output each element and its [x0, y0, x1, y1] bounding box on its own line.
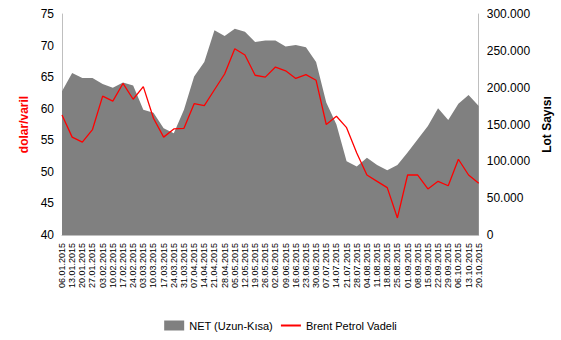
- svg-text:10.02.2015: 10.02.2015: [108, 243, 118, 288]
- svg-text:18.08.2015: 18.08.2015: [382, 243, 392, 288]
- svg-text:08.09.2015: 08.09.2015: [413, 243, 423, 288]
- svg-text:05.05.2015: 05.05.2015: [230, 243, 240, 288]
- svg-text:dolar/varil: dolar/varil: [17, 96, 31, 153]
- svg-text:25.08.2015: 25.08.2015: [392, 243, 402, 288]
- svg-text:20.01.2015: 20.01.2015: [77, 243, 87, 288]
- svg-text:03.02.2015: 03.02.2015: [98, 243, 108, 288]
- svg-text:30.06.2015: 30.06.2015: [311, 243, 321, 288]
- svg-text:15.09.2015: 15.09.2015: [423, 243, 433, 288]
- svg-text:24.03.2015: 24.03.2015: [169, 243, 179, 288]
- svg-text:50: 50: [41, 165, 55, 179]
- svg-text:06.01.2015: 06.01.2015: [57, 243, 67, 288]
- svg-text:21.04.2015: 21.04.2015: [209, 243, 219, 288]
- svg-text:13.01.2015: 13.01.2015: [67, 243, 77, 288]
- svg-text:NET (Uzun-Kısa): NET (Uzun-Kısa): [189, 320, 273, 332]
- svg-text:06.10.2015: 06.10.2015: [453, 243, 463, 288]
- svg-text:250.000: 250.000: [487, 44, 531, 58]
- svg-text:17.02.2015: 17.02.2015: [118, 243, 128, 288]
- svg-text:27.01.2015: 27.01.2015: [87, 243, 97, 288]
- svg-text:28.07.2015: 28.07.2015: [352, 243, 362, 288]
- svg-text:26.05.2015: 26.05.2015: [260, 243, 270, 288]
- svg-text:75: 75: [41, 7, 55, 21]
- svg-text:07.04.2015: 07.04.2015: [189, 243, 199, 288]
- svg-text:65: 65: [41, 70, 55, 84]
- svg-text:28.04.2015: 28.04.2015: [220, 243, 230, 288]
- svg-text:0: 0: [487, 228, 494, 242]
- svg-text:07.07.2015: 07.07.2015: [321, 243, 331, 288]
- svg-text:17.03.2015: 17.03.2015: [159, 243, 169, 288]
- svg-text:11.08.2015: 11.08.2015: [372, 243, 382, 287]
- svg-text:14.04.2015: 14.04.2015: [199, 243, 209, 288]
- svg-text:29.09.2015: 29.09.2015: [443, 243, 453, 288]
- svg-text:20.10.2015: 20.10.2015: [474, 243, 484, 288]
- svg-text:16.06.2015: 16.06.2015: [291, 243, 301, 288]
- svg-text:300.000: 300.000: [487, 7, 531, 21]
- svg-text:31.03.2015: 31.03.2015: [179, 243, 189, 288]
- svg-text:04.08.2015: 04.08.2015: [362, 243, 372, 288]
- svg-text:Lot Sayısı: Lot Sayısı: [540, 96, 554, 153]
- svg-text:40: 40: [41, 228, 55, 242]
- svg-text:21.07.2015: 21.07.2015: [342, 243, 352, 288]
- svg-text:70: 70: [41, 39, 55, 53]
- svg-text:10.03.2015: 10.03.2015: [148, 243, 158, 288]
- svg-text:12.05.2015: 12.05.2015: [240, 243, 250, 288]
- svg-text:03.03.2015: 03.03.2015: [138, 243, 148, 288]
- svg-text:150.000: 150.000: [487, 118, 531, 132]
- svg-text:13.10.2015: 13.10.2015: [464, 243, 474, 288]
- svg-text:01.09.2015: 01.09.2015: [403, 243, 413, 288]
- svg-text:55: 55: [41, 133, 55, 147]
- svg-text:22.09.2015: 22.09.2015: [433, 243, 443, 288]
- svg-text:09.06.2015: 09.06.2015: [281, 243, 291, 288]
- svg-text:24.02.2015: 24.02.2015: [128, 243, 138, 288]
- svg-text:Brent Petrol Vadeli: Brent Petrol Vadeli: [306, 320, 397, 332]
- svg-text:02.06.2015: 02.06.2015: [270, 243, 280, 288]
- svg-text:50.000: 50.000: [487, 191, 524, 205]
- svg-text:45: 45: [41, 196, 55, 210]
- svg-text:14.07.2015: 14.07.2015: [331, 243, 341, 288]
- svg-text:200.000: 200.000: [487, 81, 531, 95]
- svg-text:23.06.2015: 23.06.2015: [301, 243, 311, 288]
- svg-text:19.05.2015: 19.05.2015: [250, 243, 260, 288]
- svg-text:60: 60: [41, 102, 55, 116]
- svg-text:100.000: 100.000: [487, 154, 531, 168]
